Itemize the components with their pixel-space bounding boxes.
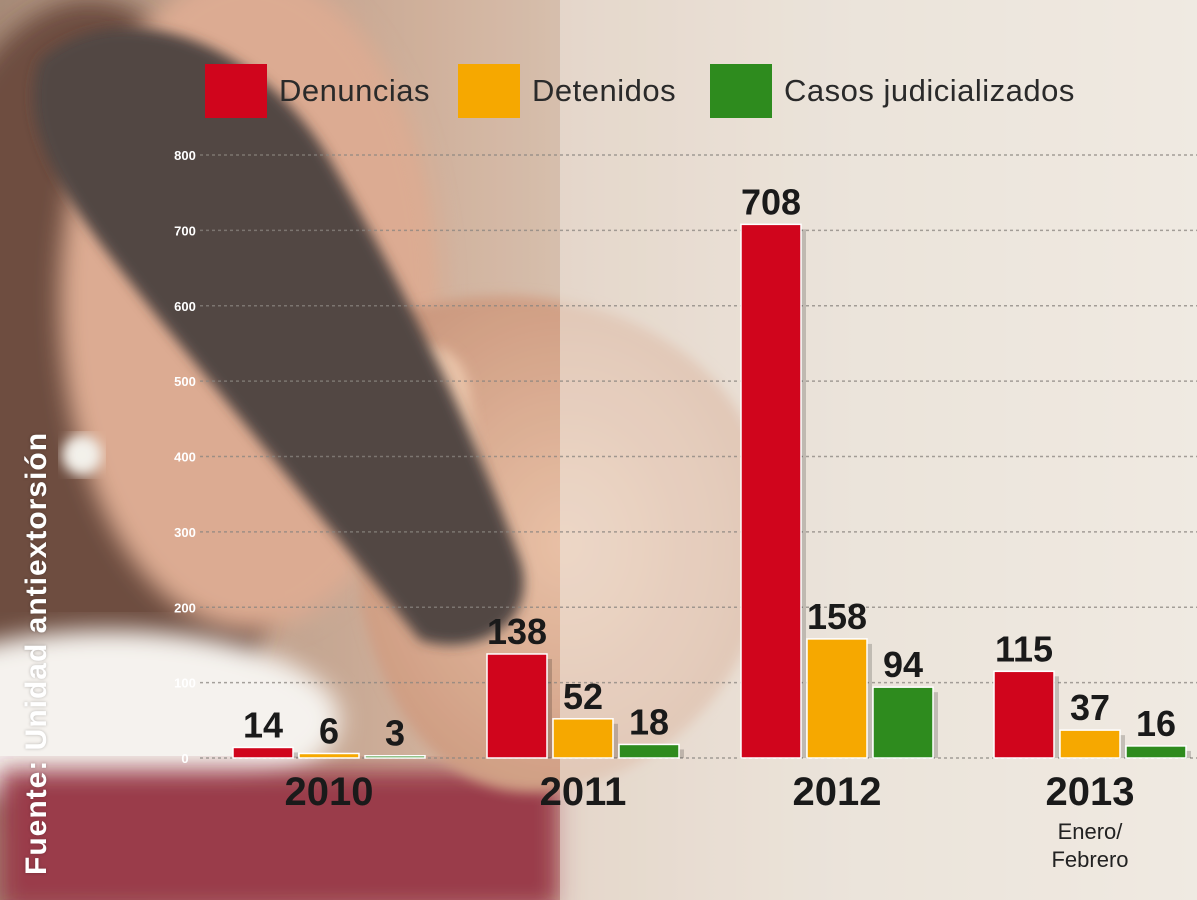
legend-casos: Casos judicializados [710,62,1075,120]
x-category-label-2013: 2013 [1046,770,1135,814]
bars [232,223,1191,759]
legend-swatch-denuncias [205,64,267,118]
x-category-label-2012: 2012 [793,770,882,814]
y-tick-label-500: 500 [174,374,196,389]
bar-casos-judicializados-2011 [618,743,680,759]
bar-denuncias-2013 [993,670,1055,759]
value-label: 158 [807,596,867,637]
y-tick-label-300: 300 [174,525,196,540]
value-label: 708 [741,181,801,222]
value-label: 14 [243,704,283,745]
legend-denuncias: Denuncias [205,62,430,120]
legend-detenidos: Detenidos [458,62,676,120]
x-axis: 2010 2011 2012 2013 [285,770,1135,814]
value-label: 37 [1070,687,1110,728]
value-label: 52 [563,676,603,717]
value-label: 138 [487,611,547,652]
x-category-label-2011: 2011 [540,770,627,814]
value-label: 94 [883,644,923,685]
legend-label-detenidos: Detenidos [532,73,677,108]
y-tick-label-0: 0 [181,751,188,766]
bar-detenidos-2012 [806,638,868,759]
bar-casos-judicializados-2010 [364,754,426,759]
y-tick-label-800: 800 [174,148,196,163]
value-label: 18 [629,701,669,742]
bar-detenidos-2011 [552,718,614,759]
bar-casos-judicializados-2013 [1125,745,1187,759]
y-tick-label-700: 700 [174,223,196,238]
y-tick-label-100: 100 [174,676,196,691]
legend-label-casos: Casos judicializados [784,73,1075,108]
value-labels: 14 6 3 138 52 18 708 158 94 115 37 16 [243,181,1176,753]
y-axis: 0 100 200 300 400 500 600 700 800 [174,148,196,766]
bar-detenidos-2013 [1059,729,1121,759]
y-tick-label-400: 400 [174,450,196,465]
period-note-line1: Enero/ [1057,819,1123,844]
period-note-line2: Febrero [1051,847,1129,872]
bar-denuncias-2011 [486,653,548,759]
bar-detenidos-2010 [298,752,360,759]
value-label: 16 [1136,703,1176,744]
y-tick-label-600: 600 [174,299,196,314]
value-label: 6 [319,710,339,751]
source-credit: Fuente: Unidad antiextorsión [20,431,53,875]
legend-swatch-casos [710,64,772,118]
bar-casos-judicializados-2012 [872,686,934,759]
bar-denuncias-2010 [232,746,294,759]
y-tick-label-200: 200 [174,600,196,615]
bar-denuncias-2012 [740,223,802,759]
x-category-label-2010: 2010 [285,770,374,814]
value-label: 3 [385,713,405,754]
period-note: Enero/ Febrero [1030,818,1150,874]
legend-label-denuncias: Denuncias [279,73,430,108]
legend-swatch-detenidos [458,64,520,118]
value-label: 115 [995,628,1053,669]
